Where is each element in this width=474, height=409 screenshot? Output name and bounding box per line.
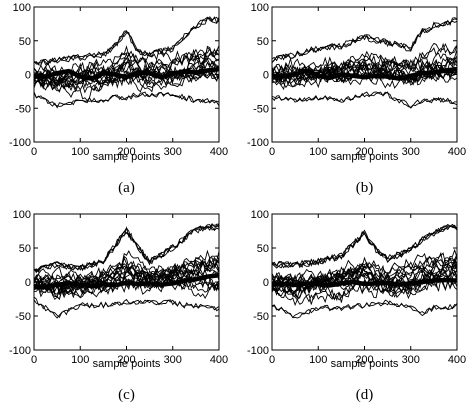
sample-trace-13 [272,268,457,296]
x-tick-label: 100 [309,354,327,366]
sample-trace-20 [272,42,457,80]
series-group [272,223,457,319]
sample-trace-21 [34,255,219,290]
y-tick-label: -50 [253,103,269,115]
y-tick-label: 0 [25,277,31,289]
sample-trace-22 [34,223,219,271]
sample-trace-5 [34,296,219,319]
x-tick-label: 200 [355,146,373,158]
mean-trace [34,272,219,290]
sample-trace-19 [34,45,219,89]
chart-panel-3: 0 100 200 300 400 -100 -50 0 50 100 sample points (… [9,209,228,403]
y-tick-label: -100 [9,345,31,357]
y-tick-label: -100 [247,345,269,357]
x-tick-label: 0 [31,146,37,158]
x-tick-label: 0 [269,354,275,366]
sample-trace-17 [272,52,457,73]
chart-panel-4: 0 100 200 300 400 -100 -50 0 50 100 sample points (… [247,209,466,403]
sample-trace-1 [272,224,457,269]
sample-trace-1 [272,17,457,62]
series-group [34,16,219,109]
mean-trace [34,66,219,81]
sample-trace-15 [272,20,457,64]
series-group [34,223,219,319]
panel-caption: (d) [356,387,374,403]
sample-trace-8 [272,225,457,267]
y-tick-label: 50 [257,36,269,48]
y-tick-label: 100 [13,2,31,14]
x-tick-label: 400 [210,146,228,158]
chart-panel-2: 0 100 200 300 400 -100 -50 0 50 100 sample points (… [247,2,466,196]
chart-panel-1: 0 100 200 300 400 -100 -50 0 50 100 sample points (… [9,2,228,196]
y-tick-label: 50 [19,243,31,255]
x-tick-label: 400 [448,146,466,158]
x-tick-label: 0 [31,354,37,366]
x-tick-label: 200 [117,146,135,158]
x-tick-label: 100 [309,146,327,158]
y-tick-label: 0 [25,70,31,82]
sample-trace-14 [272,299,457,318]
y-tick-label: 100 [251,2,269,14]
x-axis-label: sample points [93,358,161,370]
sample-trace-20 [34,249,219,291]
sample-trace-5 [272,91,457,108]
sample-trace-12 [272,57,457,84]
x-tick-label: 300 [164,146,182,158]
sample-trace-2 [272,277,457,305]
x-tick-label: 300 [402,146,420,158]
x-axis-label: sample points [93,151,161,163]
x-axis-label: sample points [331,358,399,370]
x-tick-label: 200 [117,354,135,366]
panel-caption: (b) [356,180,374,196]
x-tick-label: 200 [355,354,373,366]
sample-trace-22 [272,223,457,269]
y-tick-label: -50 [15,311,31,323]
panel-caption: (c) [118,387,135,403]
panels-layer: 0 100 200 300 400 -100 -50 0 50 100 sample points (… [9,2,466,403]
x-axis-label: sample points [331,151,399,163]
sample-trace-17 [34,261,219,288]
x-tick-label: 0 [269,146,275,158]
series-group [272,17,457,109]
sample-trace-14 [34,299,219,319]
sample-trace-14 [34,91,219,109]
x-tick-label: 100 [71,146,89,158]
sample-trace-15 [34,16,219,64]
y-tick-label: -100 [9,137,31,149]
sample-trace-13 [34,57,219,81]
mean-trace [272,277,457,288]
sample-trace-9 [272,65,457,86]
y-tick-label: 50 [257,243,269,255]
sample-trace-14 [272,91,457,109]
y-tick-label: 100 [13,209,31,221]
y-tick-label: 50 [19,36,31,48]
y-tick-label: -50 [15,103,31,115]
x-tick-label: 300 [402,354,420,366]
sample-trace-16 [272,256,457,296]
x-tick-label: 400 [210,354,228,366]
y-tick-label: -100 [247,137,269,149]
x-tick-label: 100 [71,354,89,366]
y-tick-label: 0 [263,70,269,82]
x-tick-label: 400 [448,354,466,366]
y-tick-label: 0 [263,277,269,289]
y-tick-label: 100 [251,209,269,221]
x-tick-label: 300 [164,354,182,366]
mean-trace [272,66,457,81]
panel-caption: (a) [118,180,135,196]
sample-trace-15 [272,223,457,269]
y-tick-label: -50 [253,311,269,323]
